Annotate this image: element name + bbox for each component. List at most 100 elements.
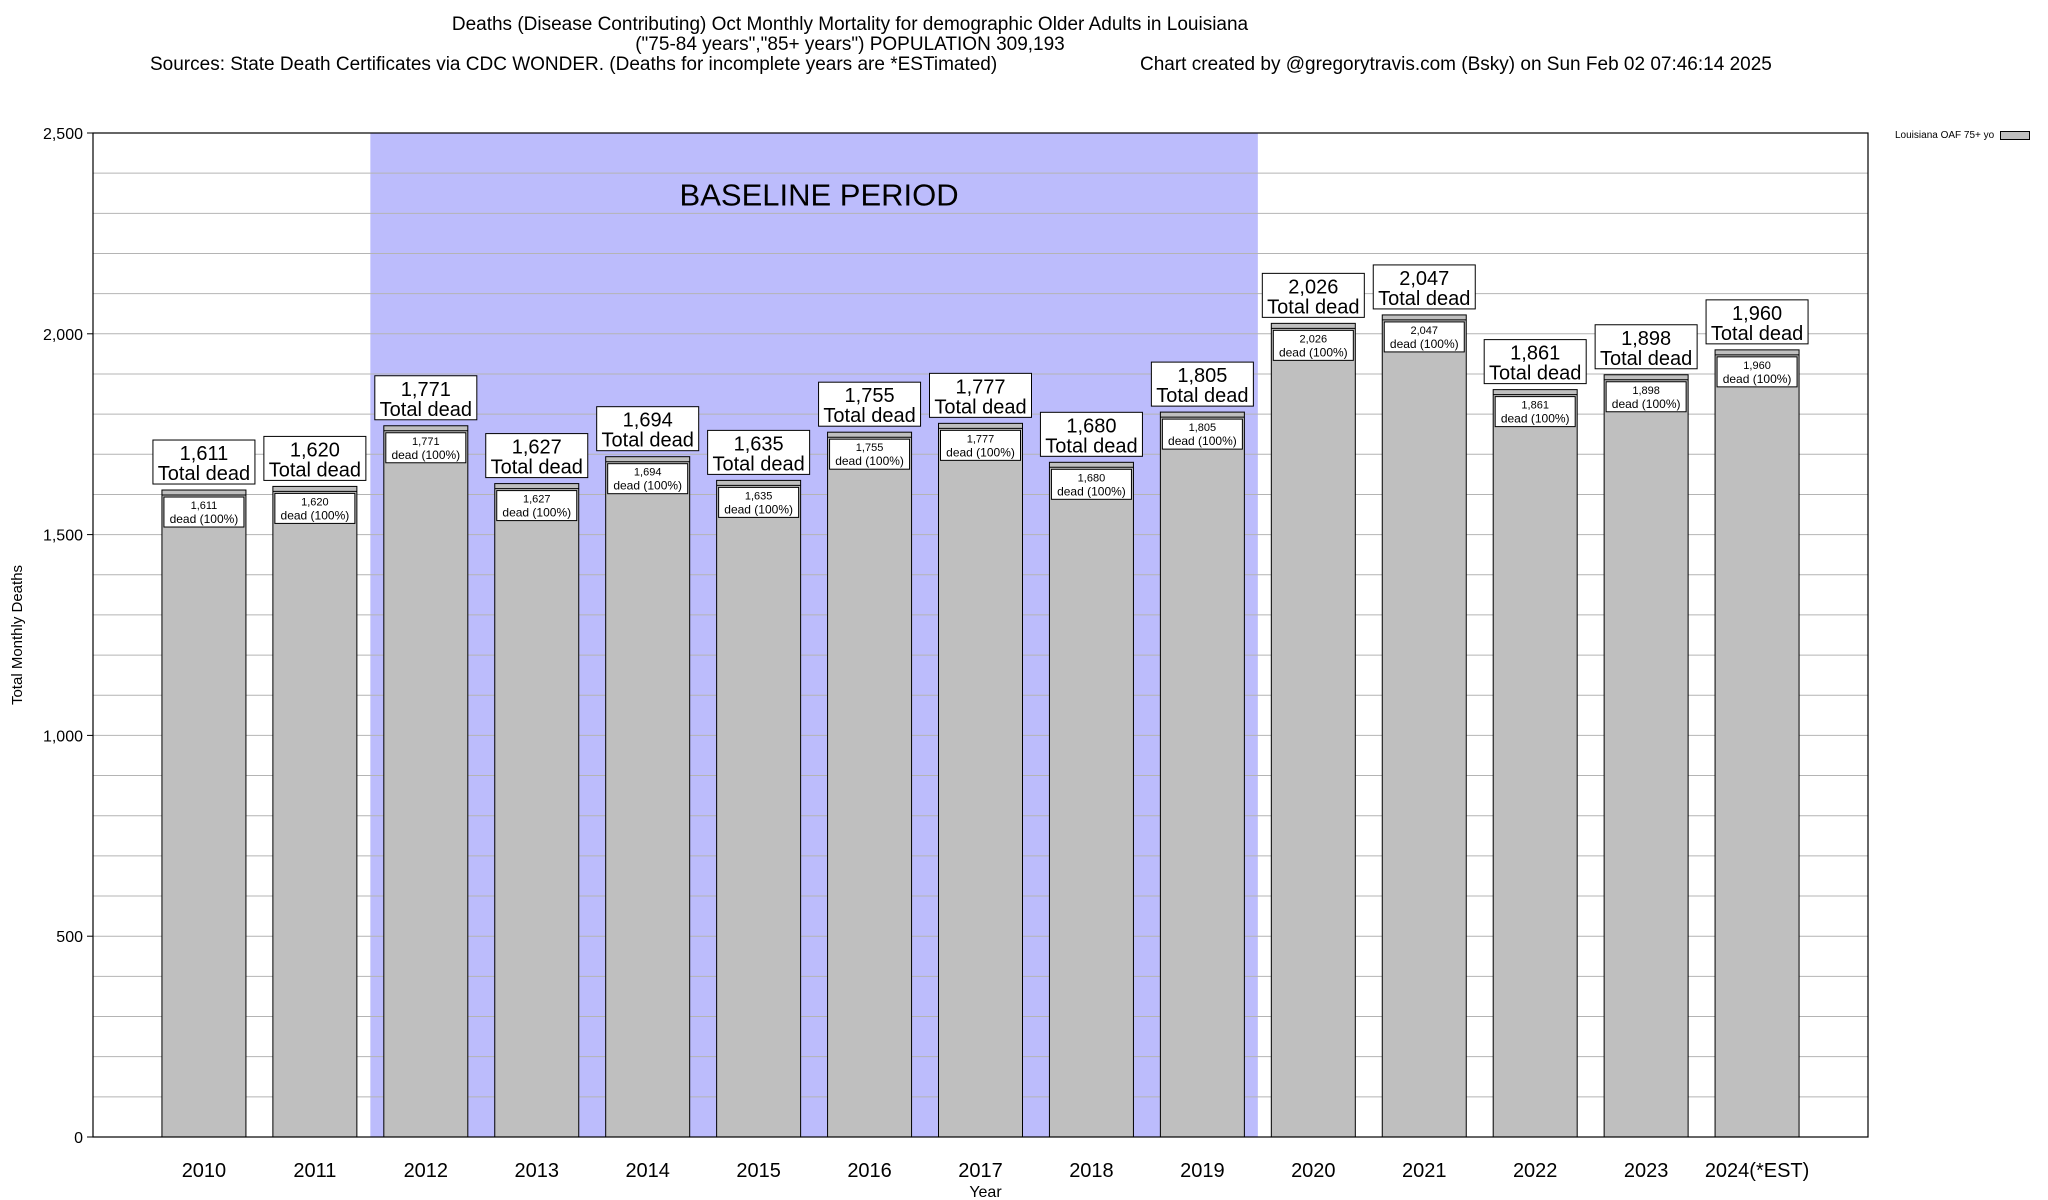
- inner-value-label: 1,771: [412, 436, 440, 448]
- y-axis-label: Total Monthly Deaths: [9, 565, 26, 705]
- top-value-label: 1,960: [1732, 303, 1782, 325]
- x-tick-label: 2023: [1624, 1160, 1669, 1182]
- inner-suffix-label: dead (100%): [1279, 345, 1348, 359]
- top-value-label: 1,861: [1510, 343, 1560, 365]
- inner-label-box: [1605, 381, 1687, 413]
- top-value-label: 1,755: [845, 385, 895, 407]
- top-label-box: [818, 381, 922, 427]
- bar-2018: [1048, 461, 1134, 1138]
- inner-value-label: 1,611: [191, 500, 218, 512]
- chart-subtitle: ("75-84 years","85+ years") POPULATION 3…: [635, 34, 1065, 55]
- inner-suffix-label: dead (100%): [170, 512, 239, 526]
- x-tick-label: 2012: [404, 1160, 449, 1182]
- top-label-box: [596, 406, 700, 452]
- top-suffix-label: Total dead: [1378, 288, 1470, 310]
- inner-label-box: [1272, 329, 1354, 361]
- inner-value-label: 1,694: [634, 467, 662, 479]
- top-label-box: [1594, 324, 1698, 370]
- inner-value-label: 1,898: [1632, 385, 1660, 397]
- y-tick-label: 1,500: [43, 528, 83, 545]
- plot-border: [92, 132, 1869, 1138]
- x-tick-label: 2019: [1180, 1160, 1225, 1182]
- top-suffix-label: Total dead: [269, 459, 361, 481]
- x-tick-label: 2022: [1513, 1160, 1558, 1182]
- top-suffix-label: Total dead: [491, 457, 583, 479]
- inner-value-label: 1,680: [1078, 472, 1106, 484]
- inner-label-box: [829, 438, 911, 470]
- inner-label-box: [1050, 468, 1132, 500]
- inner-suffix-label: dead (100%): [613, 479, 682, 493]
- x-tick-label: 2024(*EST): [1705, 1160, 1810, 1182]
- top-value-label: 1,680: [1066, 415, 1116, 437]
- inner-suffix-label: dead (100%): [1390, 337, 1459, 351]
- inner-label-box: [1161, 418, 1243, 450]
- inner-value-label: 2,026: [1300, 333, 1328, 345]
- bar-2019: [1159, 411, 1245, 1138]
- inner-suffix-label: dead (100%): [281, 508, 350, 522]
- inner-suffix-label: dead (100%): [724, 502, 793, 516]
- inner-suffix-label: dead (100%): [1501, 412, 1570, 426]
- y-tick-label: 500: [56, 929, 83, 946]
- top-suffix-label: Total dead: [1711, 323, 1803, 345]
- top-label-box: [1261, 272, 1365, 318]
- top-value-label: 1,771: [401, 379, 451, 401]
- x-tick-label: 2014: [625, 1160, 670, 1182]
- top-suffix-label: Total dead: [1156, 385, 1248, 407]
- inner-suffix-label: dead (100%): [1612, 397, 1681, 411]
- inner-label-box: [1716, 356, 1798, 388]
- top-label-box: [263, 435, 367, 481]
- top-value-label: 2,047: [1399, 268, 1449, 290]
- bar-2015: [716, 479, 802, 1138]
- top-label-box: [1705, 299, 1809, 345]
- bar-2011: [272, 485, 358, 1138]
- top-value-label: 1,627: [512, 437, 562, 459]
- top-label-box: [152, 439, 256, 485]
- top-label-box: [1372, 264, 1476, 310]
- inner-value-label: 1,635: [745, 490, 773, 502]
- chart-credit: Chart created by @gregorytravis.com (Bsk…: [1140, 54, 1772, 75]
- top-suffix-label: Total dead: [1267, 296, 1359, 318]
- top-value-label: 1,777: [955, 376, 1005, 398]
- top-value-label: 1,611: [180, 443, 229, 465]
- inner-value-label: 1,777: [967, 433, 995, 445]
- inner-suffix-label: dead (100%): [1723, 372, 1792, 386]
- x-tick-label: 2015: [736, 1160, 781, 1182]
- inner-value-label: 1,861: [1521, 400, 1549, 412]
- x-tick-label: 2016: [847, 1160, 892, 1182]
- inner-label-box: [385, 432, 467, 464]
- x-tick-label: 2020: [1291, 1160, 1336, 1182]
- bar-2014: [605, 456, 691, 1138]
- top-label-box: [1150, 361, 1254, 407]
- bar-2020: [1270, 322, 1356, 1138]
- inner-label-box: [940, 429, 1021, 461]
- chart-title: Deaths (Disease Contributing) Oct Monthl…: [451, 14, 1249, 35]
- x-tick-label: 2013: [515, 1160, 560, 1182]
- bar-2024(*EST): [1714, 349, 1800, 1138]
- top-value-label: 1,620: [290, 439, 340, 461]
- bar-2013: [494, 483, 580, 1138]
- top-suffix-label: Total dead: [602, 430, 694, 452]
- inner-label-box: [496, 490, 578, 522]
- inner-suffix-label: dead (100%): [1168, 434, 1237, 448]
- top-value-label: 1,635: [734, 433, 784, 455]
- top-value-label: 1,898: [1621, 328, 1671, 350]
- inner-label-box: [607, 463, 689, 495]
- bar-2021: [1381, 314, 1467, 1138]
- x-tick-label: 2011: [293, 1160, 336, 1182]
- top-label-box: [374, 375, 478, 421]
- inner-label-box: [274, 492, 356, 524]
- inner-label-box: [1383, 321, 1465, 353]
- top-label-box: [1039, 411, 1143, 457]
- top-label-box: [929, 372, 1032, 418]
- top-value-label: 2,026: [1288, 276, 1338, 298]
- top-label-box: [1483, 339, 1587, 385]
- inner-suffix-label: dead (100%): [502, 506, 571, 520]
- bar-2016: [827, 431, 913, 1138]
- top-label-box: [707, 429, 811, 475]
- inner-value-label: 1,755: [856, 442, 884, 454]
- top-suffix-label: Total dead: [1489, 363, 1581, 385]
- inner-suffix-label: dead (100%): [391, 448, 460, 462]
- x-tick-label: 2018: [1069, 1160, 1114, 1182]
- inner-suffix-label: dead (100%): [835, 454, 904, 468]
